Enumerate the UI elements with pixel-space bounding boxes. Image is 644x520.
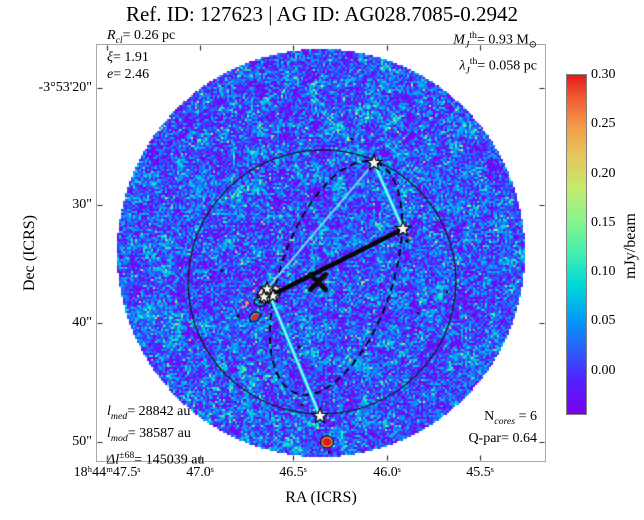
- stat-e: e= 2.46: [107, 66, 150, 82]
- colorbar-tick-label: 0.20: [591, 166, 616, 181]
- x-tick-label: 46.5ˢ: [279, 465, 307, 480]
- map-canvas: [97, 45, 545, 461]
- page-title: Ref. ID: 127623 | AG ID: AG028.7085-0.29…: [125, 2, 519, 26]
- y-tick-label: -3°53'20": [38, 80, 93, 95]
- stat-ncores: Ncores = 6: [484, 409, 537, 427]
- colorbar-tick-label: 0.00: [591, 363, 616, 378]
- x-tick-label: 46.0ˢ: [373, 465, 401, 480]
- stats-top-left: Rcl= 0.26 pc ξ= 1.91 e= 2.46: [107, 27, 175, 83]
- stats-top-right: MJth= 0.93 M⊙ λJth= 0.058 pc: [453, 27, 537, 80]
- x-tick-label: 47.0ˢ: [186, 465, 214, 480]
- stat-lmod: lmod= 38587 au: [107, 425, 191, 444]
- stats-bottom-left: lmed= 28842 au lmod= 38587 au Δl±68= 145…: [107, 403, 204, 468]
- x-tick-label: 45.5ˢ: [466, 465, 494, 480]
- stat-rcl: Rcl= 0.26 pc: [107, 28, 176, 46]
- stat-mj-th: MJth= 0.93 M⊙: [453, 30, 537, 51]
- colorbar-tick-label: 0.10: [591, 264, 616, 279]
- y-tick-label: 40": [72, 315, 92, 330]
- stat-xi: ξ= 1.91: [107, 49, 149, 65]
- axes-frame: [96, 44, 546, 462]
- colorbar-tick-label: 0.25: [591, 116, 616, 131]
- stats-bottom-right: Ncores = 6 Q-par= 0.64: [468, 408, 537, 447]
- x-tick-label: 18ʰ44ᵐ47.5ˢ: [73, 465, 141, 480]
- colorbar-gradient: [566, 74, 587, 415]
- stat-lambdaj-th: λJth= 0.058 pc: [459, 56, 537, 77]
- y-axis-label: Dec (ICRS): [21, 215, 38, 291]
- y-tick-label: 50": [72, 434, 92, 449]
- colorbar-unit-label: mJy/beam: [622, 213, 639, 279]
- colorbar-tick-label: 0.15: [591, 215, 616, 230]
- colorbar-tick-label: 0.30: [591, 67, 616, 82]
- x-axis-label: RA (ICRS): [285, 489, 357, 506]
- stat-dl68: Δl±68= 145039 au: [107, 449, 205, 468]
- stat-lmed: lmed= 28842 au: [107, 404, 191, 422]
- stat-qpar: Q-par= 0.64: [468, 430, 537, 446]
- colorbar-tick-label: 0.05: [591, 313, 616, 328]
- y-tick-label: 30": [72, 197, 92, 212]
